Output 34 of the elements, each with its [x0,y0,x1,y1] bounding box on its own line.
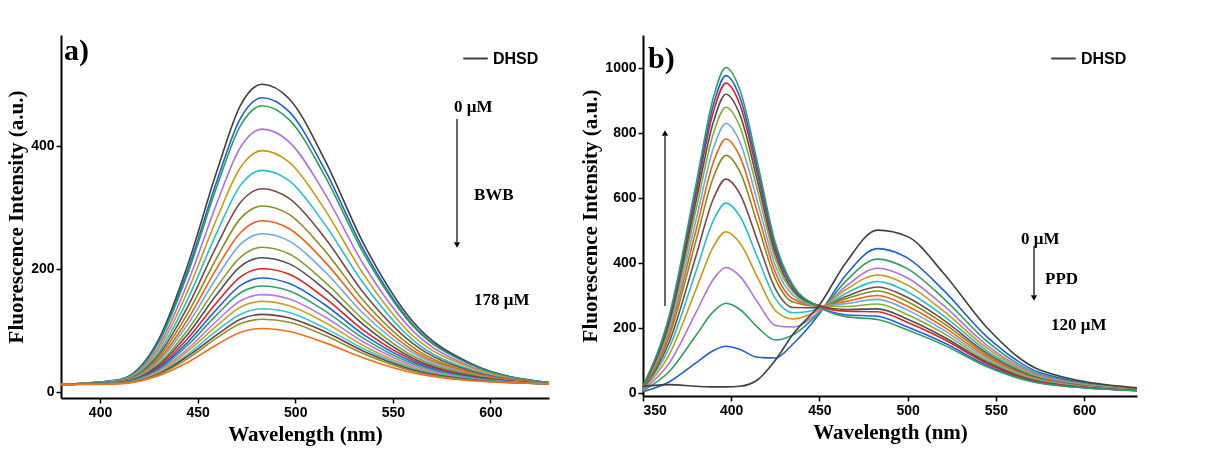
x-axis-title: Wavelength (nm) [228,421,383,446]
annotation: 120 μM [1051,315,1107,334]
annotation: BWB [474,185,514,204]
y-tick-label: 400 [31,137,55,154]
x-tick-label: 500 [284,403,308,420]
y-axis-title: Fluorescence Intensity (a.u.) [578,89,603,343]
x-tick-label: 400 [88,403,113,420]
y-tick-label: 600 [613,189,637,206]
legend-label: DHSD [1081,49,1127,67]
annotation: 178 μM [474,290,530,309]
x-tick-label: 550 [381,403,406,420]
y-axis-title: Fluorescence Intensity (a.u.) [4,90,29,344]
annotation: b) [648,41,675,75]
x-tick-label: 450 [808,401,832,418]
x-tick-label: 450 [186,403,211,420]
annotation: PPD [1045,269,1079,288]
x-tick-label: 600 [479,403,503,420]
annotation: 0 μM [1021,229,1060,248]
x-tick-label: 400 [720,401,744,418]
y-tick-label: 800 [613,124,637,141]
x-tick-label: 600 [1072,401,1097,418]
legend-label: DHSD [493,49,539,67]
y-tick-label: 0 [628,384,637,401]
annotation: a) [64,33,89,67]
y-tick-label: 200 [613,319,637,336]
x-tick-label: 350 [643,401,668,418]
y-tick-label: 200 [31,260,55,277]
y-tick-label: 0 [46,383,55,400]
y-tick-label: 400 [613,254,637,271]
x-tick-label: 550 [984,401,1009,418]
x-axis-title: Wavelength (nm) [813,419,968,444]
annotation: 0 μM [454,97,493,116]
y-tick-label: 1000 [605,59,637,76]
x-tick-label: 500 [896,401,921,418]
